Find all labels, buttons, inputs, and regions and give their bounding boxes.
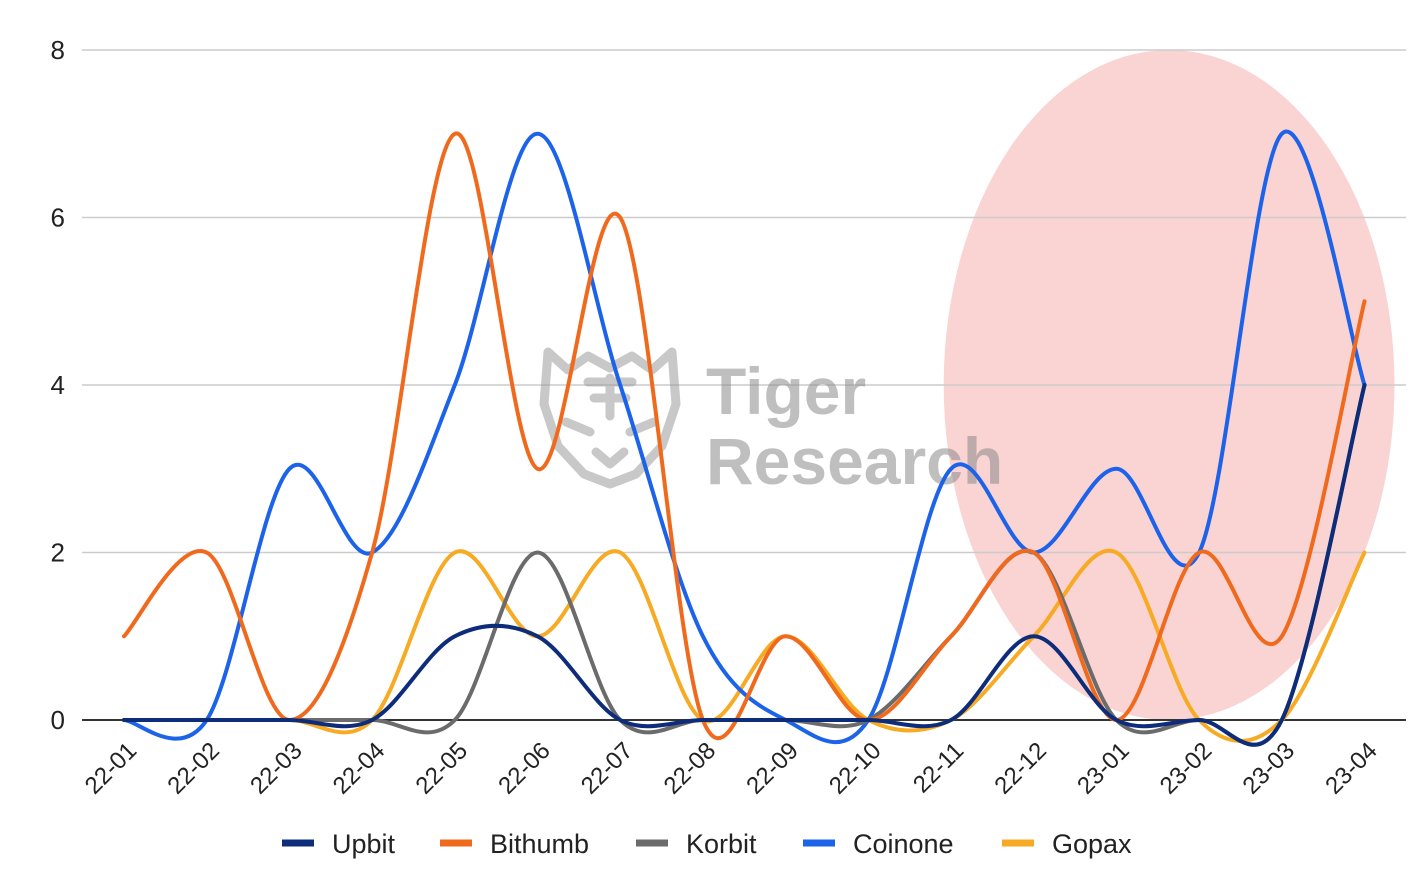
x-tick-label: 23-04 (1320, 737, 1383, 800)
legend-label-upbit: Upbit (332, 829, 396, 859)
y-tick-label: 8 (51, 35, 65, 65)
watermark: Tiger Research (539, 347, 1003, 498)
x-tick-label: 22-10 (824, 737, 887, 800)
x-tick-label: 22-02 (162, 737, 225, 800)
x-tick-label: 23-03 (1238, 737, 1301, 800)
legend-label-korbit: Korbit (686, 829, 757, 859)
y-tick-label: 0 (51, 705, 65, 735)
x-tick-label: 22-09 (741, 737, 804, 800)
x-tick-label: 22-06 (493, 737, 556, 800)
y-tick-label: 2 (51, 538, 65, 568)
x-tick-label: 22-11 (908, 737, 969, 798)
legend: Upbit Bithumb Korbit Coinone Gopax (282, 829, 1132, 859)
legend-label-bithumb: Bithumb (490, 829, 589, 859)
series-layer (122, 129, 1367, 747)
x-tick-label: 22-01 (80, 737, 143, 800)
series-line-upbit (122, 383, 1367, 747)
y-tick-label: 4 (51, 370, 65, 400)
series-line-bithumb (122, 131, 1367, 741)
x-tick-label: 22-05 (411, 737, 474, 800)
x-tick-label: 22-03 (245, 737, 308, 800)
x-tick-label: 22-04 (328, 737, 391, 800)
x-tick-label: 22-12 (989, 737, 1052, 800)
x-tick-label: 23-02 (1155, 737, 1218, 800)
x-tick-label: 23-01 (1072, 737, 1135, 800)
x-tick-label: 22-08 (659, 737, 722, 800)
watermark-text-line2: Research (706, 424, 1003, 498)
x-tick-label: 22-07 (576, 737, 639, 800)
legend-label-gopax: Gopax (1052, 829, 1132, 859)
legend-label-coinone: Coinone (853, 829, 954, 859)
watermark-text-line1: Tiger (706, 354, 866, 428)
y-tick-label: 6 (51, 203, 65, 233)
